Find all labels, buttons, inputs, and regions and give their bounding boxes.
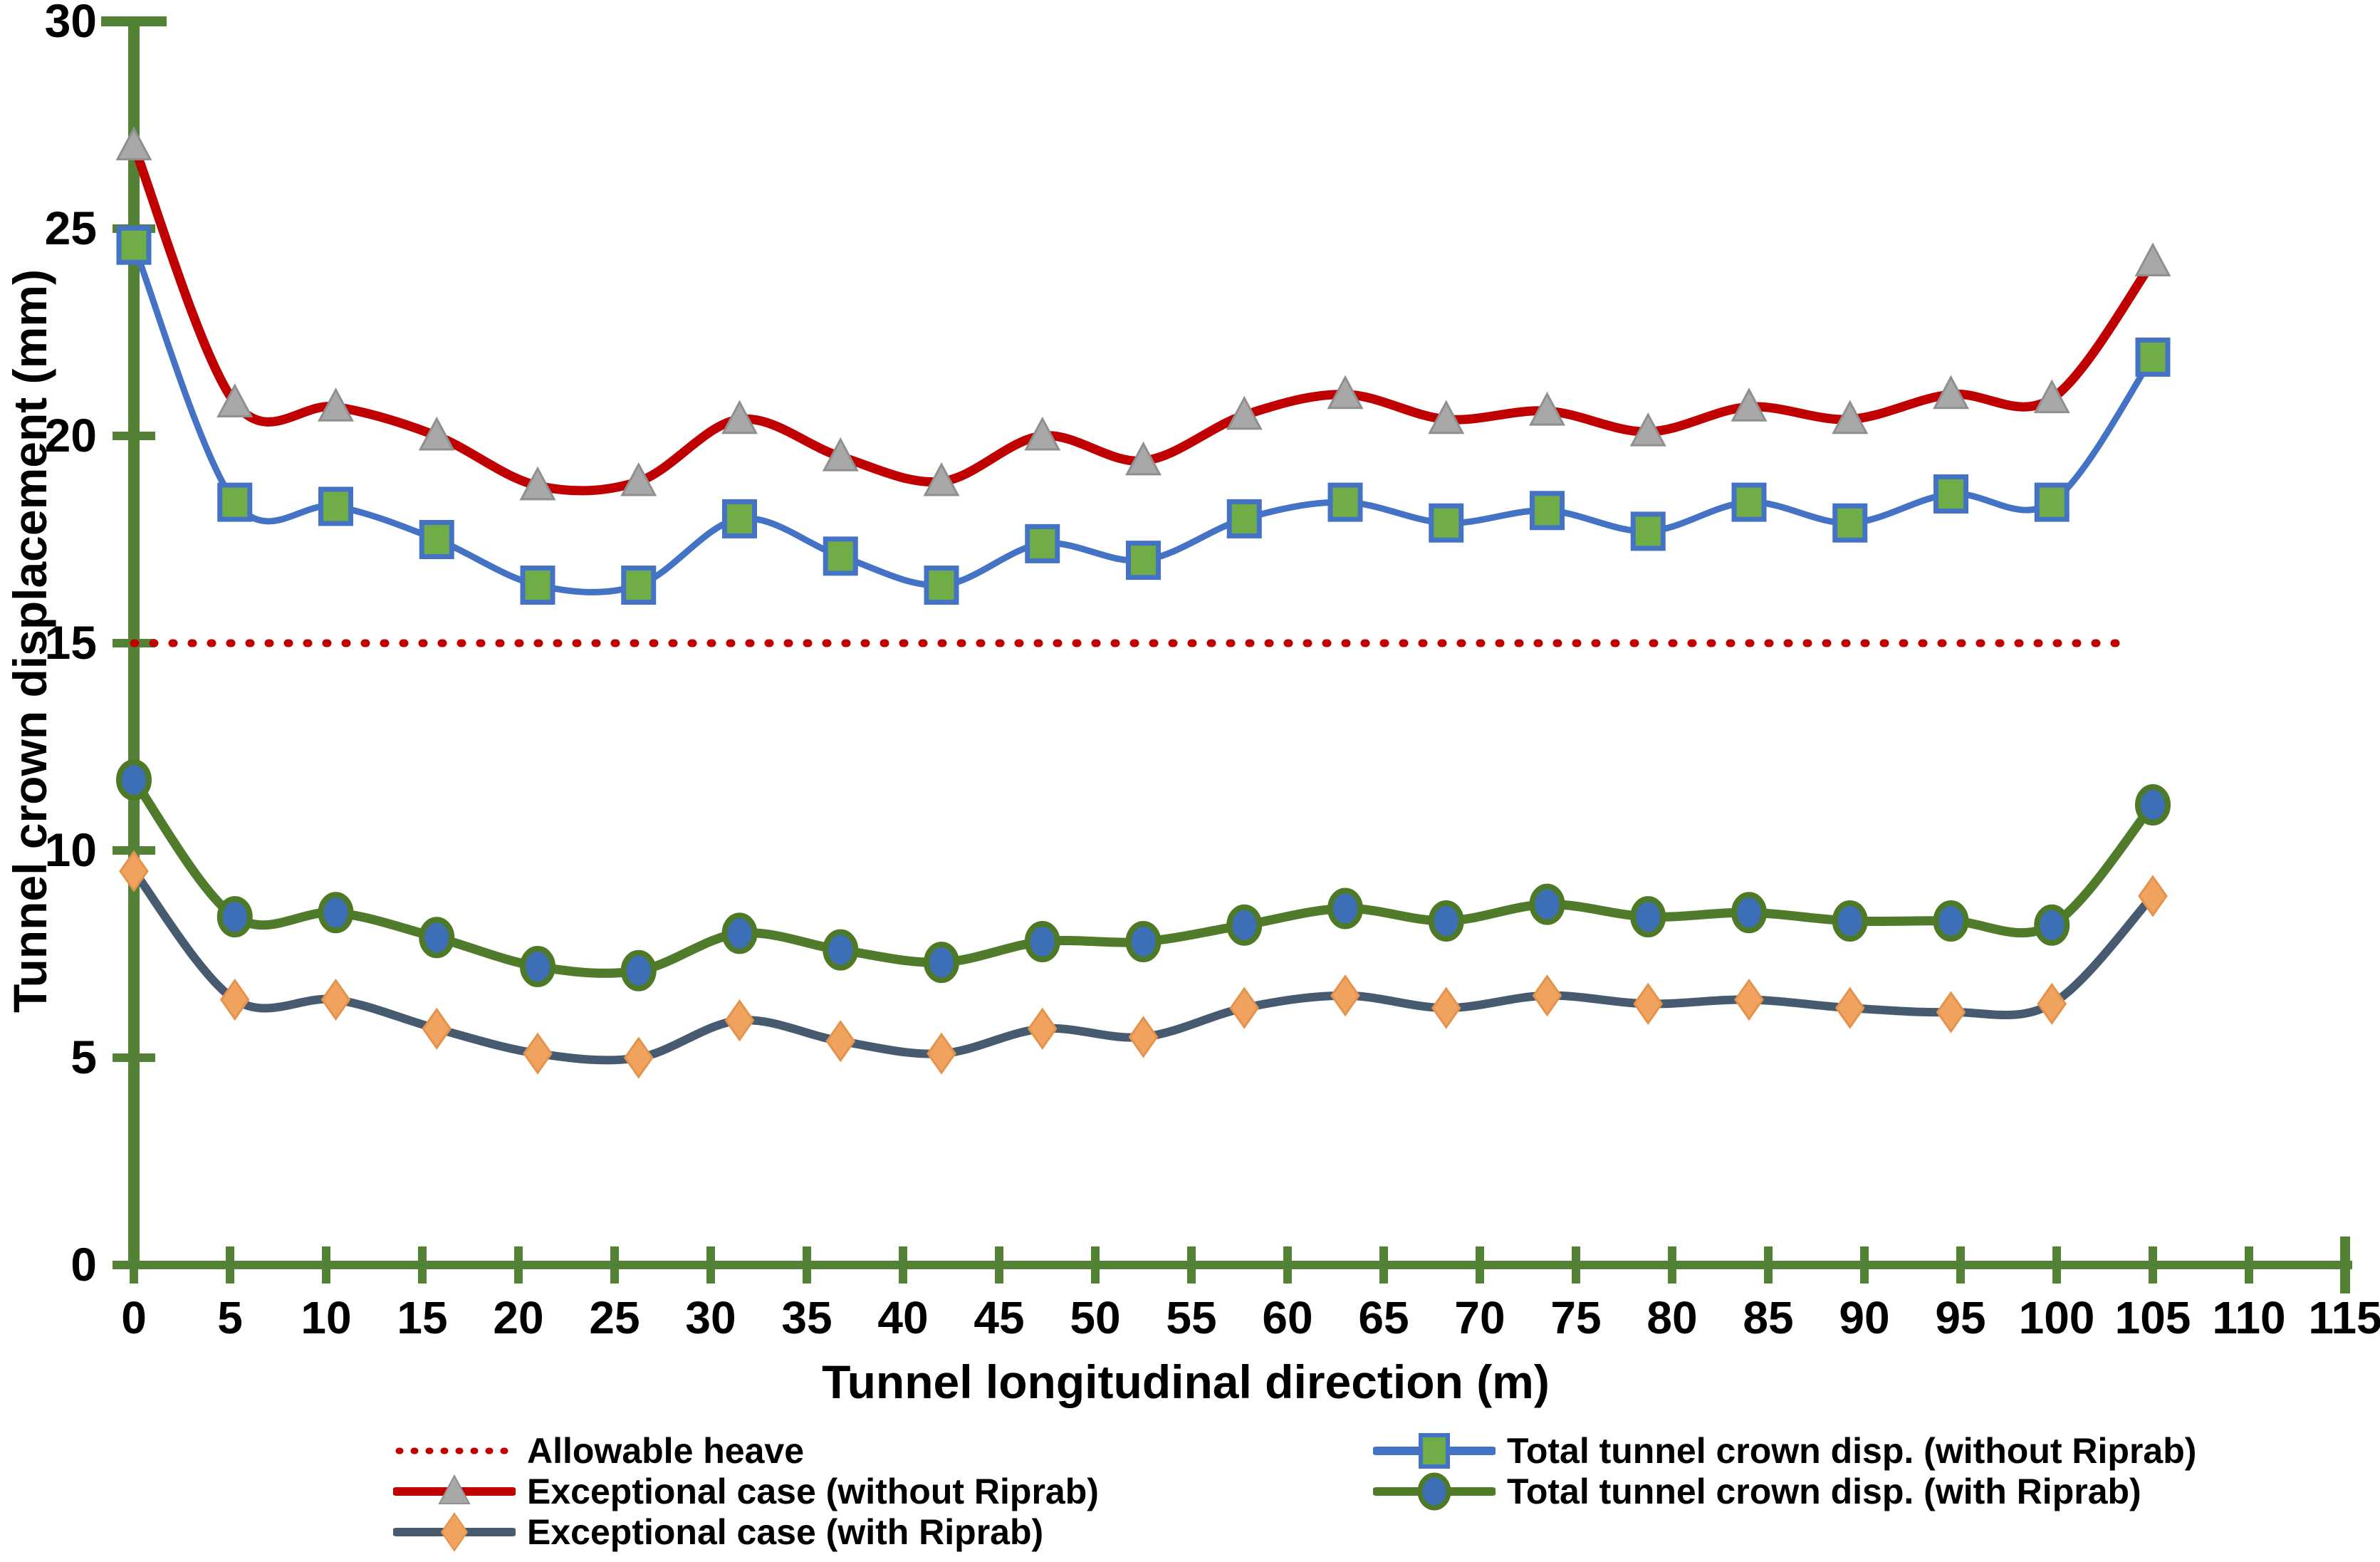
exceptional-with-riprab-line-sample bbox=[392, 1511, 517, 1552]
x-tick-label: 35 bbox=[781, 1292, 832, 1343]
x-tick-label: 95 bbox=[1935, 1292, 1985, 1343]
x-tick-label: 5 bbox=[217, 1292, 243, 1343]
legend-label-exceptional-without-riprab: Exceptional case (without Riprab) bbox=[527, 1471, 1099, 1511]
x-tick-label: 15 bbox=[397, 1292, 447, 1343]
x-tick-label: 110 bbox=[2212, 1292, 2285, 1343]
x-tick-label: 75 bbox=[1550, 1292, 1601, 1343]
legend-column-right: Total tunnel crown disp. (without Riprab… bbox=[1372, 1430, 2197, 1511]
y-tick-label: 15 bbox=[45, 616, 97, 669]
x-tick-label: 85 bbox=[1743, 1292, 1793, 1343]
x-tick-label: 80 bbox=[1646, 1292, 1697, 1343]
x-tick-label: 20 bbox=[493, 1292, 543, 1343]
y-tick-label: 10 bbox=[45, 823, 97, 876]
x-tick-label: 45 bbox=[974, 1292, 1024, 1343]
y-tick-label: 0 bbox=[71, 1238, 97, 1291]
series-exceptional-case-without-riprab-markers bbox=[115, 126, 2171, 501]
total-without-riprab-line-sample bbox=[1372, 1431, 1497, 1471]
y-tick-label: 20 bbox=[45, 409, 97, 462]
x-axis-title: Tunnel longitudinal direction (m) bbox=[822, 1355, 1550, 1408]
x-tick-label: 25 bbox=[589, 1292, 640, 1343]
y-tick-label: 5 bbox=[71, 1031, 97, 1083]
x-tick-label: 115 bbox=[2308, 1292, 2380, 1343]
legend-label-allowable-heave: Allowable heave bbox=[527, 1430, 805, 1471]
legend-item-exceptional-with-riprab: Exceptional case (with Riprab) bbox=[392, 1511, 1099, 1552]
series-total-tunnel-crown-disp-with-riprab-markers bbox=[116, 759, 2171, 991]
x-tick-label: 60 bbox=[1262, 1292, 1312, 1343]
series-exceptional-case-with-riprab-markers bbox=[119, 850, 2168, 1079]
total-with-riprab-line-sample bbox=[1372, 1472, 1497, 1511]
legend-label-exceptional-with-riprab: Exceptional case (with Riprab) bbox=[527, 1511, 1044, 1552]
legend-item-exceptional-without-riprab: Exceptional case (without Riprab) bbox=[392, 1471, 1099, 1511]
x-tick-label: 90 bbox=[1839, 1292, 1889, 1343]
x-tick-label: 70 bbox=[1454, 1292, 1505, 1343]
y-tick-label: 25 bbox=[45, 202, 97, 254]
y-axis-title: Tunnel crown displacement (mm) bbox=[4, 269, 56, 1013]
x-tick-label: 55 bbox=[1166, 1292, 1216, 1343]
exceptional-without-riprab-line-sample bbox=[392, 1472, 517, 1511]
legend-item-allowable-heave: Allowable heave bbox=[393, 1430, 1099, 1471]
x-tick-label: 40 bbox=[877, 1292, 928, 1343]
legend-item-total-without-riprab: Total tunnel crown disp. (without Riprab… bbox=[1372, 1430, 2197, 1471]
series-total-tunnel-crown-disp-without-riprab-markers bbox=[116, 225, 2171, 605]
x-tick-label: 100 bbox=[2019, 1292, 2095, 1343]
x-tick-label: 105 bbox=[2115, 1292, 2191, 1343]
y-tick-label: 30 bbox=[45, 0, 97, 47]
x-tick-label: 10 bbox=[301, 1292, 351, 1343]
x-tick-label: 0 bbox=[121, 1292, 147, 1343]
legend-label-total-without-riprab: Total tunnel crown disp. (without Riprab… bbox=[1507, 1430, 2197, 1471]
legend-column-left: Allowable heave Exceptional case (withou… bbox=[392, 1430, 1099, 1552]
axes: 0 5 10 15 20 25 30 35 40 45 50 55 60 65 70 75 80 85 90 95 10… bbox=[45, 0, 2380, 1343]
legend-item-total-with-riprab: Total tunnel crown disp. (with Riprab) bbox=[1372, 1471, 2196, 1511]
x-tick-label: 65 bbox=[1358, 1292, 1409, 1343]
legend: Allowable heave Exceptional case (withou… bbox=[0, 1430, 2380, 1558]
x-tick-label: 50 bbox=[1070, 1292, 1120, 1343]
legend-label-total-with-riprab: Total tunnel crown disp. (with Riprab) bbox=[1507, 1471, 2141, 1511]
x-tick-label: 30 bbox=[685, 1292, 736, 1343]
allowable-heave-line-sample bbox=[393, 1431, 516, 1471]
